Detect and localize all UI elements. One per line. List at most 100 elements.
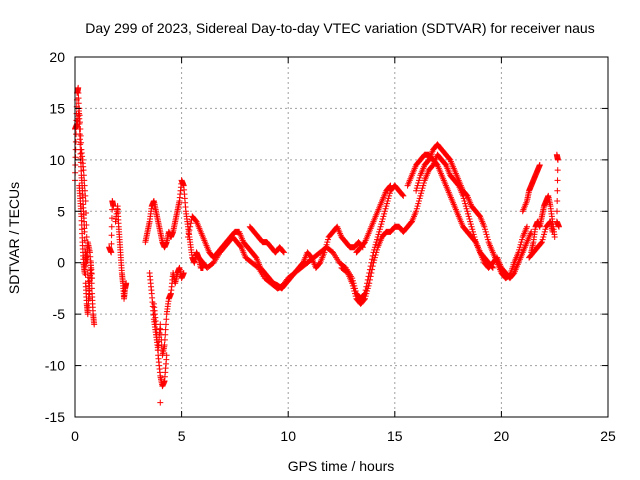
data-point xyxy=(108,223,115,230)
data-points xyxy=(72,84,562,406)
data-point xyxy=(76,119,83,126)
data-point xyxy=(463,205,470,212)
y-tick-label: 20 xyxy=(49,49,65,65)
data-point xyxy=(469,226,476,233)
data-point xyxy=(376,226,383,233)
data-point xyxy=(184,234,191,240)
data-point xyxy=(374,246,381,253)
data-point xyxy=(153,331,160,338)
plot-frame xyxy=(74,56,609,418)
data-point xyxy=(408,219,415,226)
data-point xyxy=(81,182,88,189)
data-point xyxy=(465,213,472,220)
data-point xyxy=(386,190,393,197)
data-point xyxy=(75,84,82,91)
data-point xyxy=(460,195,467,202)
data-point xyxy=(80,172,87,179)
data-point xyxy=(108,240,115,247)
data-point xyxy=(154,347,161,354)
data-point xyxy=(541,228,548,235)
data-point xyxy=(517,241,524,248)
y-tick-label: 5 xyxy=(57,203,65,219)
data-point xyxy=(187,223,194,230)
data-point xyxy=(162,321,169,328)
data-point xyxy=(376,228,383,235)
data-point xyxy=(364,288,371,294)
data-point xyxy=(468,223,475,230)
data-point xyxy=(374,236,381,243)
y-tick-label: -15 xyxy=(45,409,65,425)
data-point xyxy=(489,264,496,271)
data-point xyxy=(364,285,371,292)
data-point xyxy=(82,192,89,199)
data-point xyxy=(482,226,489,233)
data-point xyxy=(484,234,491,240)
data-point xyxy=(373,249,380,256)
data-point xyxy=(387,182,394,189)
data-point xyxy=(153,321,160,328)
data-point xyxy=(83,234,90,240)
data-point xyxy=(180,270,187,276)
data-point xyxy=(75,90,82,96)
data-point xyxy=(378,221,385,228)
data-point xyxy=(108,232,115,239)
data-point xyxy=(554,177,561,184)
data-point xyxy=(518,239,525,246)
data-point xyxy=(83,222,90,228)
data-point xyxy=(80,167,87,174)
data-point xyxy=(416,174,423,181)
data-point xyxy=(351,288,358,294)
data-point xyxy=(413,187,420,194)
data-point xyxy=(78,139,85,146)
data-point xyxy=(425,157,432,164)
data-point xyxy=(368,270,375,276)
data-point xyxy=(187,220,194,227)
data-point xyxy=(383,200,390,207)
data-point xyxy=(385,195,392,202)
data-point xyxy=(462,200,469,207)
data-point xyxy=(416,195,423,202)
data-point xyxy=(162,331,169,338)
data-point xyxy=(464,208,471,215)
data-point xyxy=(538,240,545,246)
data-point xyxy=(420,182,427,189)
data-point xyxy=(483,231,490,238)
data-point xyxy=(350,285,357,292)
data-point xyxy=(536,162,543,168)
data-point xyxy=(185,230,192,237)
data-point xyxy=(484,236,491,243)
data-point xyxy=(413,205,420,212)
data-point xyxy=(361,240,368,246)
y-tick-label: 15 xyxy=(49,100,65,116)
data-point xyxy=(515,249,522,256)
data-point xyxy=(86,295,93,302)
data-point xyxy=(462,203,469,210)
data-point xyxy=(540,234,547,240)
data-point xyxy=(429,162,436,169)
data-point xyxy=(88,280,95,287)
data-point xyxy=(84,246,91,252)
data-point xyxy=(370,259,377,266)
data-point xyxy=(415,177,422,184)
data-point xyxy=(414,203,421,210)
data-point xyxy=(163,352,170,359)
data-point xyxy=(379,216,386,222)
data-point xyxy=(414,182,421,189)
data-point xyxy=(280,249,287,256)
y-tick-labels: -15 -10 -5 0 5 10 15 20 xyxy=(45,49,65,425)
y-axis-label: SDTVAR / TECUs xyxy=(6,182,22,294)
data-point xyxy=(366,280,373,287)
data-point xyxy=(81,177,88,184)
data-point xyxy=(153,326,160,333)
data-point xyxy=(361,296,368,303)
data-point xyxy=(109,206,116,213)
data-point xyxy=(72,138,79,145)
data-point xyxy=(91,321,98,328)
x-tick-label: 5 xyxy=(178,428,186,444)
data-point xyxy=(539,236,546,243)
data-point xyxy=(380,213,387,220)
data-point xyxy=(108,249,115,256)
data-point xyxy=(324,239,331,246)
data-point xyxy=(467,221,474,228)
data-point xyxy=(372,252,379,258)
